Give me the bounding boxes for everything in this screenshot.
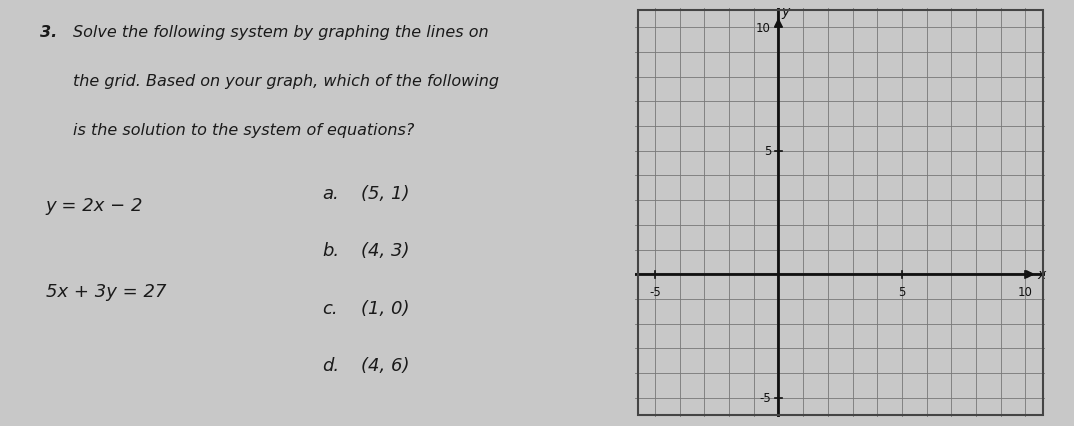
Text: Solve the following system by graphing the lines on: Solve the following system by graphing t… (73, 25, 489, 40)
Text: 10: 10 (1018, 286, 1033, 299)
Text: x: x (1037, 268, 1045, 282)
Text: y = 2x − 2: y = 2x − 2 (45, 197, 143, 215)
Text: (4, 3): (4, 3) (361, 242, 409, 259)
Text: c.: c. (322, 299, 337, 317)
Text: b.: b. (322, 242, 339, 259)
Text: is the solution to the system of equations?: is the solution to the system of equatio… (73, 123, 413, 138)
Text: a.: a. (322, 184, 338, 202)
Text: d.: d. (322, 356, 339, 374)
Text: 5: 5 (898, 286, 905, 299)
Text: 10: 10 (756, 22, 771, 35)
Text: (5, 1): (5, 1) (361, 184, 409, 202)
Text: y: y (782, 5, 790, 19)
Text: -5: -5 (649, 286, 661, 299)
Text: 5: 5 (764, 145, 771, 158)
Text: 3.: 3. (40, 25, 57, 40)
Text: 5x + 3y = 27: 5x + 3y = 27 (45, 282, 166, 300)
Text: -5: -5 (759, 391, 771, 404)
Text: the grid. Based on your graph, which of the following: the grid. Based on your graph, which of … (73, 74, 498, 89)
Text: (1, 0): (1, 0) (361, 299, 409, 317)
Text: (4, 6): (4, 6) (361, 356, 409, 374)
